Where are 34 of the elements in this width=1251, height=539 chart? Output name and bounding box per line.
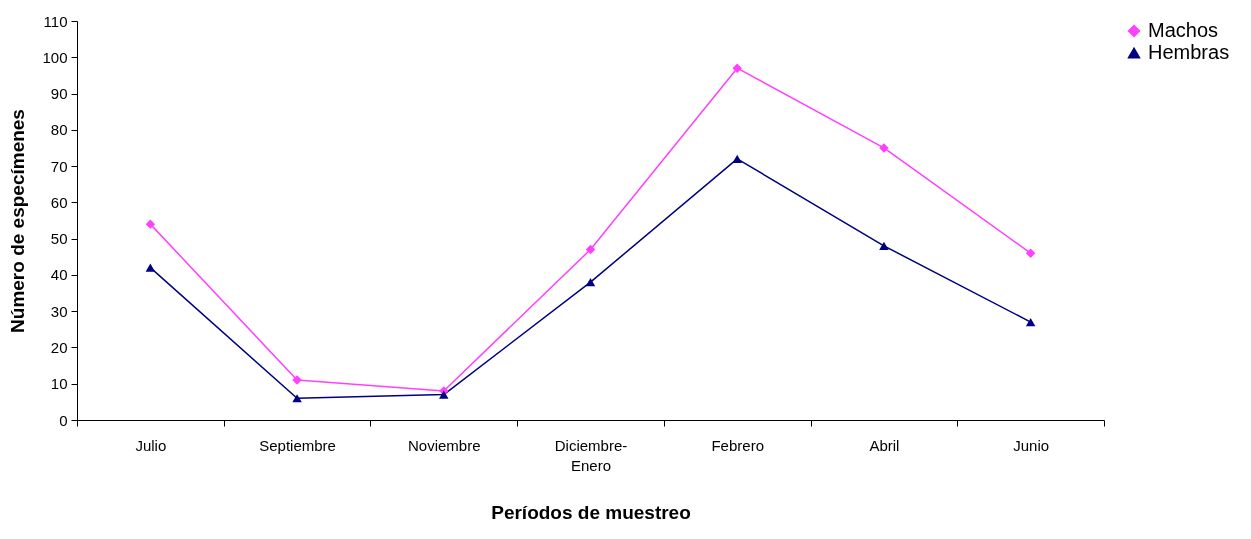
x-tick-label: Febrero bbox=[711, 436, 764, 454]
point bbox=[292, 394, 302, 403]
point bbox=[145, 219, 156, 229]
point bbox=[439, 390, 449, 399]
y-tick-label: 10 bbox=[50, 375, 68, 393]
point bbox=[145, 263, 156, 272]
point bbox=[879, 241, 889, 250]
y-tick-label: 100 bbox=[42, 48, 68, 66]
x-tick-label: Noviembre bbox=[408, 436, 481, 454]
y-tick-label: 90 bbox=[50, 85, 68, 103]
y-tick-label: 110 bbox=[43, 12, 68, 30]
legend-label: Hembras bbox=[1148, 41, 1230, 63]
x-tick-label: Junio bbox=[1013, 436, 1050, 454]
y-tick-label: 40 bbox=[50, 266, 68, 284]
x-tick-label: Julio bbox=[135, 436, 167, 454]
x-tick-label: Diciembre-Enero bbox=[554, 436, 628, 474]
point bbox=[585, 278, 596, 287]
y-axis-title: Número de especímenes bbox=[7, 109, 29, 333]
y-tick-label: 60 bbox=[50, 193, 68, 211]
y-tick-label: 70 bbox=[50, 157, 68, 175]
y-tick-label: 50 bbox=[50, 230, 68, 248]
legend-label: Machos bbox=[1148, 19, 1219, 41]
y-tick-label: 30 bbox=[50, 302, 68, 320]
point bbox=[732, 63, 742, 73]
point bbox=[1025, 248, 1036, 258]
y-tick-label: 20 bbox=[50, 338, 68, 356]
y-tick-label: 0 bbox=[59, 411, 68, 429]
y-tick-label: 80 bbox=[50, 121, 68, 139]
point bbox=[732, 154, 742, 163]
x-tick-label: Septiembre bbox=[259, 436, 336, 454]
point bbox=[1025, 317, 1036, 327]
x-axis-title: Períodos de muestreo bbox=[491, 501, 691, 523]
point bbox=[585, 244, 596, 255]
x-tick-label: Abril bbox=[869, 436, 900, 454]
